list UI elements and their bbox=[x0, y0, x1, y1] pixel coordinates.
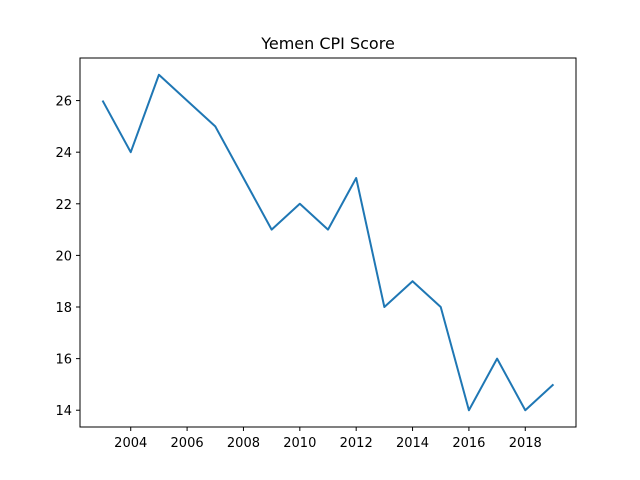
x-tick-label: 2016 bbox=[452, 436, 485, 451]
x-tick-label: 2018 bbox=[509, 436, 542, 451]
x-tick-label: 2010 bbox=[283, 436, 316, 451]
y-tick-label: 26 bbox=[55, 95, 72, 110]
series-line bbox=[101, 73, 555, 412]
y-tick-label: 22 bbox=[55, 198, 72, 213]
y-axis: 14 16 18 20 22 24 26 bbox=[55, 95, 80, 419]
y-tick-label: 24 bbox=[55, 146, 72, 161]
x-axis: 2004 2006 2008 2010 2012 2014 2016 2018 bbox=[114, 427, 542, 451]
x-tick-label: 2012 bbox=[340, 436, 373, 451]
plot-frame bbox=[79, 57, 577, 428]
x-tick-label: 2004 bbox=[114, 436, 147, 451]
chart-title: Yemen CPI Score bbox=[260, 34, 395, 53]
y-tick-label: 14 bbox=[55, 404, 72, 419]
y-tick-label: 20 bbox=[55, 249, 72, 264]
plot-series bbox=[101, 73, 555, 412]
y-tick-label: 18 bbox=[55, 301, 72, 316]
x-tick-label: 2006 bbox=[171, 436, 204, 451]
y-tick-label: 16 bbox=[55, 353, 72, 368]
x-tick-label: 2014 bbox=[396, 436, 429, 451]
x-tick-label: 2008 bbox=[227, 436, 260, 451]
